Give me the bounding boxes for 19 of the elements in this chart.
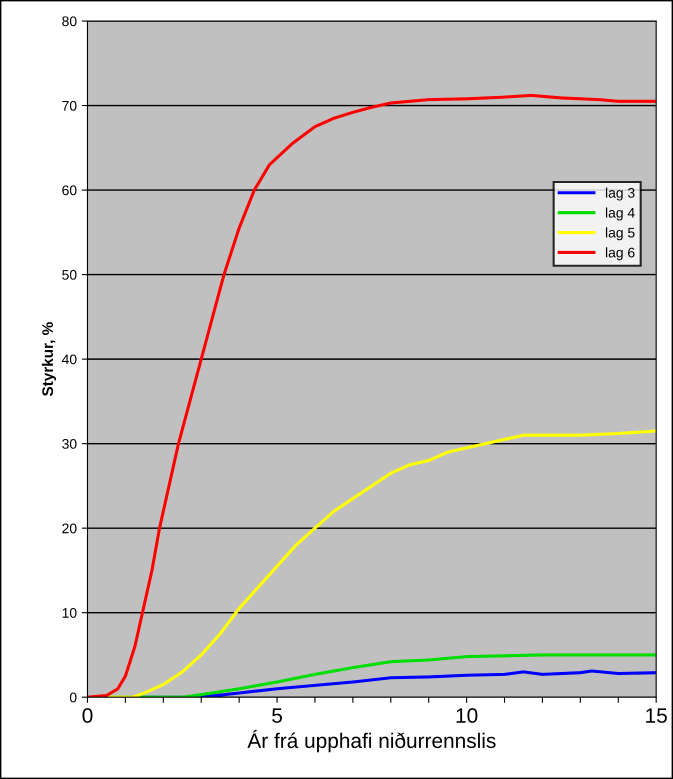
legend-label: lag 5 (606, 227, 635, 240)
x-tick-label: 0 (82, 708, 92, 723)
y-axis-title: Styrkur, % (42, 322, 56, 396)
legend-label: lag 6 (606, 247, 635, 260)
y-tick-label: 0 (70, 692, 77, 702)
legend-label: lag 3 (606, 188, 635, 201)
y-tick-label: 30 (62, 438, 77, 449)
y-tick-label: 60 (62, 185, 77, 196)
legend-label: lag 4 (606, 207, 635, 220)
x-axis-title: Ár frá upphafi niðurrennslis (247, 730, 496, 752)
y-tick-label: 40 (62, 354, 77, 364)
y-tick-label: 50 (62, 270, 77, 280)
x-tick-label: 10 (456, 708, 478, 723)
y-tick-label: 20 (62, 523, 77, 534)
y-tick-label: 80 (62, 16, 77, 26)
y-tick-label: 10 (62, 608, 77, 618)
x-tick-label: 5 (272, 708, 282, 723)
x-tick-label: 15 (646, 708, 667, 723)
y-tick-label: 70 (62, 100, 77, 111)
